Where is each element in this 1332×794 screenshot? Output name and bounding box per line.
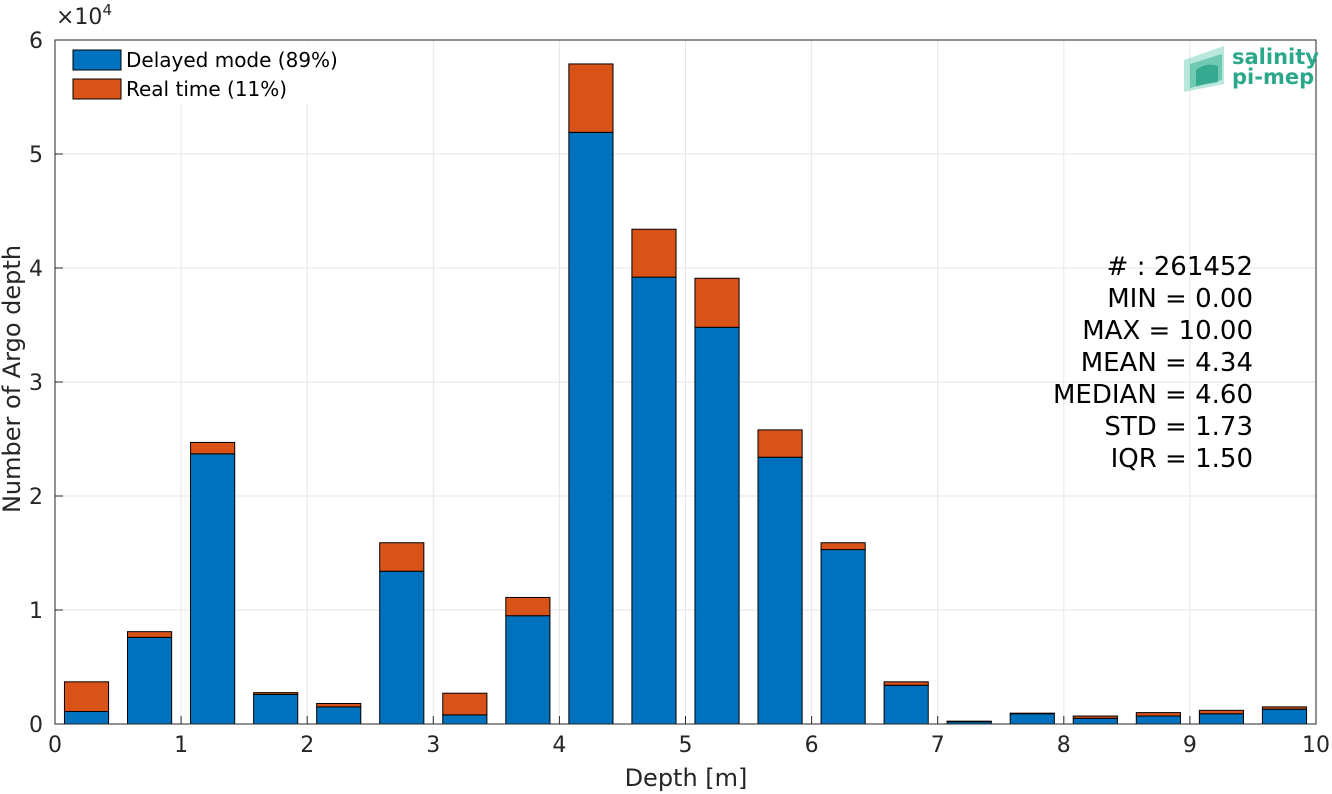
legend-swatch-delayed — [72, 49, 122, 71]
bar-delayed-mode — [757, 456, 803, 725]
x-tick-label: 0 — [48, 733, 62, 758]
bar-real-time — [1009, 712, 1055, 715]
legend-swatch-realtime — [72, 78, 122, 100]
stats-line: MAX = 10.00 — [1082, 316, 1253, 346]
bar-real-time — [1198, 709, 1244, 715]
bar-delayed-mode — [190, 453, 236, 725]
bar-delayed-mode — [505, 615, 551, 725]
stats-line: IQR = 1.50 — [1111, 444, 1253, 474]
x-tick-label: 4 — [552, 733, 566, 758]
bar-real-time — [190, 441, 236, 455]
wave-logo-icon — [1184, 46, 1224, 92]
y-multiplier-label: ×104 — [56, 1, 112, 30]
bar-delayed-mode — [1198, 713, 1244, 725]
x-tick-label: 8 — [1057, 733, 1071, 758]
logo-text-pimep: pi-mep — [1232, 65, 1314, 89]
bar-real-time — [505, 596, 551, 617]
x-tick-label: 3 — [426, 733, 440, 758]
bar-real-time — [631, 228, 677, 278]
y-tick-label: 6 — [29, 29, 43, 54]
bar-delayed-mode — [694, 326, 740, 725]
logo-text-salinity: salinity — [1232, 45, 1319, 69]
bar-delayed-mode — [63, 710, 110, 725]
stats-line: MEDIAN = 4.60 — [1053, 380, 1253, 410]
legend-label-realtime: Real time (11%) — [126, 77, 287, 101]
bar-real-time — [442, 692, 488, 716]
stats-line: # : 261452 — [1107, 252, 1253, 282]
legend-label-delayed: Delayed mode (89%) — [126, 48, 338, 72]
bar-delayed-mode — [127, 636, 173, 725]
legend: Delayed mode (89%) Real time (11%) — [62, 42, 362, 104]
y-tick-label: 2 — [29, 485, 43, 510]
stats-line: MIN = 0.00 — [1107, 284, 1253, 314]
bar-real-time — [127, 631, 173, 638]
bar-real-time — [316, 702, 362, 708]
y-tick-label: 4 — [29, 257, 43, 282]
bar-delayed-mode — [379, 570, 425, 725]
bar-real-time — [379, 542, 425, 572]
x-tick-label: 6 — [805, 733, 819, 758]
bar-delayed-mode — [316, 706, 362, 725]
bar-delayed-mode — [568, 131, 614, 725]
bar-real-time — [946, 720, 992, 723]
y-tick-label: 5 — [29, 143, 43, 168]
y-tick-label: 1 — [29, 599, 43, 624]
bar-real-time — [820, 542, 866, 551]
bar-delayed-mode — [253, 693, 299, 725]
bars-group — [63, 63, 1308, 725]
bar-delayed-mode — [1072, 717, 1118, 725]
bar-real-time — [63, 681, 110, 712]
bar-real-time — [1135, 712, 1181, 717]
y-axis-label: Number of Argo depth — [0, 245, 26, 513]
bar-real-time — [568, 63, 614, 133]
bar-real-time — [694, 277, 740, 328]
bar-delayed-mode — [1135, 715, 1181, 725]
x-axis-label: Depth [m] — [625, 764, 748, 792]
bar-real-time — [757, 429, 803, 458]
bar-delayed-mode — [631, 276, 677, 725]
stats-line: STD = 1.73 — [1104, 412, 1253, 442]
bar-delayed-mode — [883, 684, 929, 725]
y-tick-label: 3 — [29, 371, 43, 396]
bar-delayed-mode — [1261, 708, 1308, 725]
x-tick-label: 2 — [300, 733, 314, 758]
bar-delayed-mode — [1009, 713, 1055, 725]
ticks-group: 0 1 2 3 4 5 6 7 8 9 10 0 1 2 3 4 5 6 — [29, 29, 1330, 758]
bar-real-time — [1261, 706, 1308, 710]
x-tick-label: 10 — [1302, 733, 1330, 758]
salinity-pi-mep-logo: salinity pi-mep — [1184, 45, 1319, 92]
bar-real-time — [253, 692, 299, 695]
bar-delayed-mode — [820, 549, 866, 725]
x-tick-label: 5 — [679, 733, 693, 758]
bar-real-time — [883, 681, 929, 686]
x-tick-label: 7 — [931, 733, 945, 758]
y-tick-label: 0 — [29, 713, 43, 738]
x-tick-label: 1 — [174, 733, 188, 758]
bar-delayed-mode — [442, 714, 488, 725]
x-tick-label: 9 — [1183, 733, 1197, 758]
stats-line: MEAN = 4.34 — [1081, 348, 1253, 378]
bar-real-time — [1072, 715, 1118, 719]
